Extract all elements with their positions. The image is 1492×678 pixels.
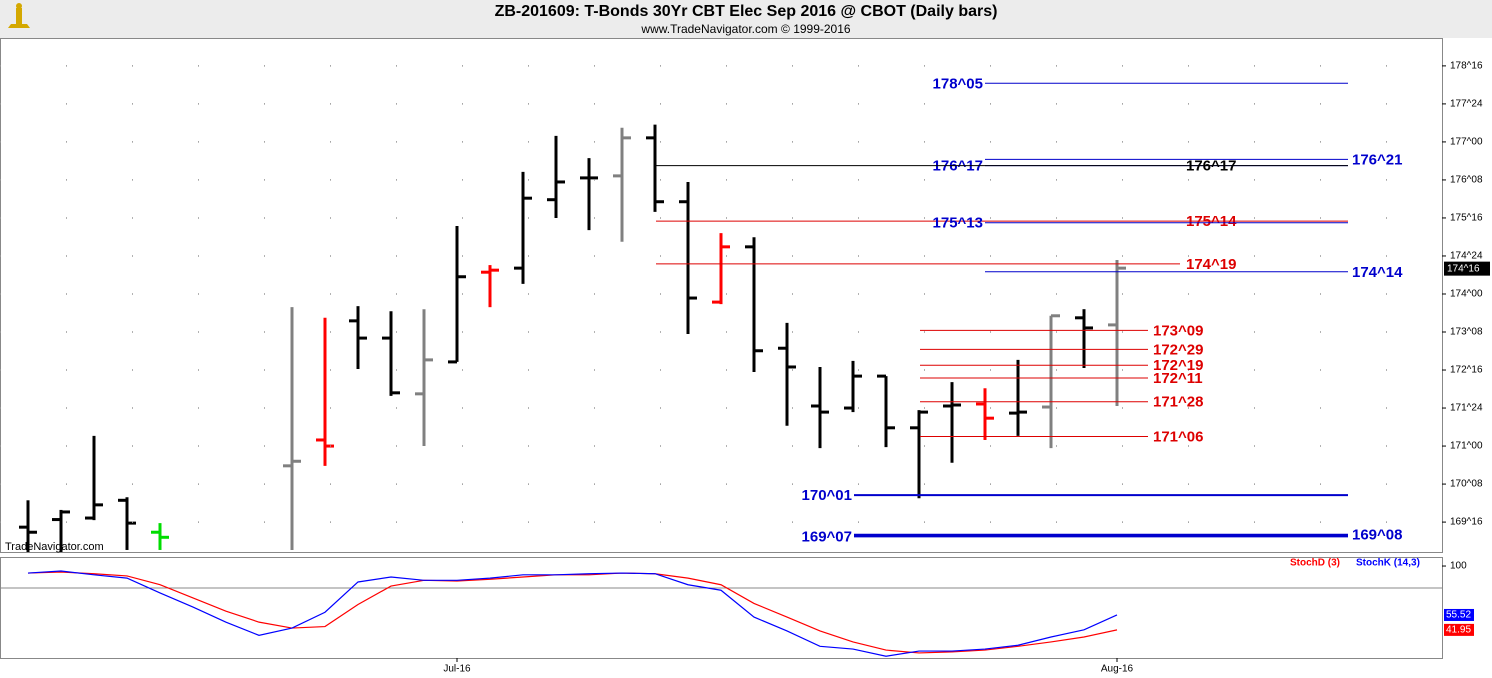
y-tick-label: 172^16 — [1450, 365, 1483, 376]
legend-entry: StochK (14,3) — [1356, 558, 1420, 569]
level-label: 178^05 — [933, 75, 983, 92]
level-label: 169^07 — [802, 528, 852, 545]
y-tick-label: 170^08 — [1450, 479, 1483, 490]
main-panel-border — [0, 38, 1443, 553]
last-value-box — [1444, 623, 1474, 636]
chart-subtitle: www.TradeNavigator.com © 1999-2016 — [640, 22, 850, 36]
level-label: 172^11 — [1153, 370, 1203, 387]
level-label: 174^14 — [1352, 264, 1403, 281]
price-plot — [19, 124, 1126, 552]
last-value-label: 55.52 — [1446, 610, 1471, 621]
last-value-box — [1444, 608, 1474, 621]
last-price-label: 174^16 — [1447, 263, 1480, 274]
level-label: 176^17 — [1186, 158, 1236, 175]
legend-entry: StochD (3) — [1290, 558, 1340, 569]
y-tick-label: 171^24 — [1450, 403, 1483, 414]
watermark: TradeNavigator.com — [5, 541, 104, 553]
last-price-box — [1444, 261, 1490, 276]
stoch-line — [27, 570, 1118, 657]
stoch-panel-border — [0, 557, 1443, 659]
y-tick-label: 171^00 — [1450, 441, 1483, 452]
level-label: 171^06 — [1153, 429, 1203, 446]
level-label: 170^01 — [802, 487, 852, 504]
level-label: 175^13 — [933, 215, 983, 232]
y-tick-label: 175^16 — [1450, 213, 1483, 224]
y-tick-label: 174^24 — [1450, 251, 1483, 262]
level-label: 175^14 — [1186, 213, 1237, 230]
stoch-line — [27, 571, 1118, 654]
y-tick-label: 176^08 — [1450, 175, 1483, 186]
level-label: 171^28 — [1153, 394, 1203, 411]
y-tick-label: 177^24 — [1450, 99, 1483, 110]
y-tick-label: 174^00 — [1450, 289, 1483, 300]
x-tick-label: Aug-16 — [1101, 664, 1134, 675]
y-tick-label: 178^16 — [1450, 61, 1483, 72]
level-label: 174^19 — [1186, 256, 1236, 273]
level-label: 172^19 — [1153, 357, 1203, 374]
logo — [8, 3, 30, 28]
level-label: 169^08 — [1352, 527, 1402, 544]
level-label: 172^29 — [1153, 341, 1203, 358]
header-bg — [0, 0, 1492, 38]
y-tick-label: 100 — [1450, 561, 1467, 572]
level-label: 176^21 — [1352, 151, 1402, 168]
y-tick-label: 173^08 — [1450, 327, 1483, 338]
y-tick-label: 169^16 — [1450, 517, 1483, 528]
y-tick-label: 177^00 — [1450, 137, 1483, 148]
x-tick-label: Jul-16 — [443, 664, 471, 675]
last-value-label: 41.95 — [1446, 625, 1471, 636]
level-label: 173^09 — [1153, 322, 1203, 339]
chart-title: ZB-201609: T-Bonds 30Yr CBT Elec Sep 201… — [495, 3, 998, 20]
